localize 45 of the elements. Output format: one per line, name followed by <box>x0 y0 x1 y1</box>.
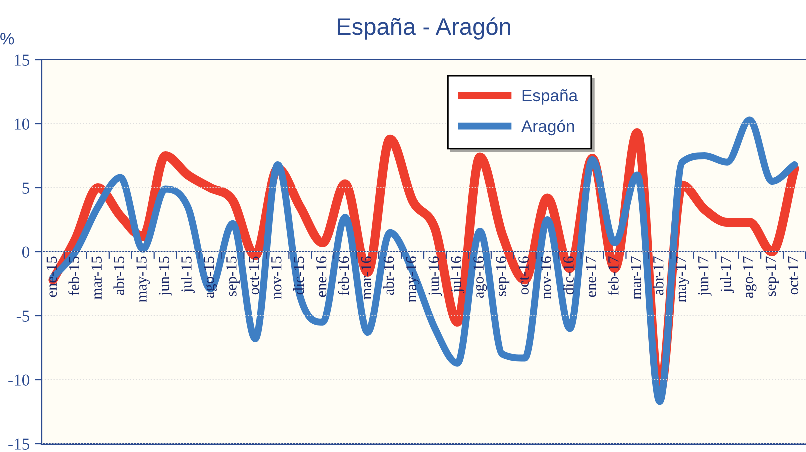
x-tick-label: nov-16 <box>541 256 552 300</box>
y-tick-label: -15 <box>8 438 30 450</box>
x-tick-label: mar-17 <box>631 256 642 300</box>
y-tick-label: 5 <box>22 182 30 194</box>
x-tick-label: feb-16 <box>338 256 350 296</box>
x-tick-label: may-17 <box>676 256 690 303</box>
x-tick-label: ene-15 <box>46 256 58 298</box>
y-tick-label: 10 <box>14 118 30 130</box>
x-tick-label: dic-16 <box>563 256 574 295</box>
x-tick-label: jul-16 <box>450 256 465 294</box>
x-tick-label: oct-17 <box>788 256 799 295</box>
y-axis-title: % <box>0 33 14 45</box>
x-tick-label: ago-15 <box>204 256 218 298</box>
legend-label: España <box>522 89 578 105</box>
x-tick-label: mar-15 <box>92 256 102 300</box>
chart-title: España - Aragón <box>338 18 510 40</box>
x-tick-label: feb-17 <box>608 256 619 296</box>
x-tick-label: jul-15 <box>181 256 195 294</box>
x-tick-label: sep-17 <box>766 256 780 296</box>
x-tick-label: ene-17 <box>586 256 596 298</box>
x-tick-label: feb-15 <box>68 256 80 296</box>
x-tick-label: jun-17 <box>698 256 712 296</box>
x-tick-label: jun-16 <box>428 256 442 296</box>
x-tick-label: abr-16 <box>383 256 394 296</box>
x-tick-label: may-16 <box>406 256 420 303</box>
x-tick-label: abr-17 <box>653 256 664 296</box>
x-tick-label: mar-16 <box>361 256 372 300</box>
x-tick-label: oct-15 <box>249 256 260 295</box>
x-tick-label: sep-15 <box>226 256 240 296</box>
y-tick-label: 15 <box>14 54 30 66</box>
x-tick-label: nov-15 <box>272 256 282 300</box>
x-tick-label: sep-16 <box>496 256 510 296</box>
legend-label: Aragón <box>522 120 574 136</box>
x-tick-label: dic-15 <box>293 256 304 295</box>
y-tick-label: 0 <box>22 246 30 258</box>
x-tick-label: may-15 <box>136 256 150 303</box>
x-tick-label: ene-16 <box>316 256 327 298</box>
y-tick-label: -10 <box>8 374 30 386</box>
x-tick-label: abr-15 <box>114 256 124 296</box>
x-tick-label: oct-16 <box>518 256 529 295</box>
x-tick-label: jul-17 <box>720 256 734 294</box>
x-tick-label: jun-15 <box>159 256 173 296</box>
x-tick-label: ago-16 <box>474 256 488 298</box>
x-tick-label: ago-17 <box>743 256 757 298</box>
y-tick-label: -5 <box>16 310 30 322</box>
